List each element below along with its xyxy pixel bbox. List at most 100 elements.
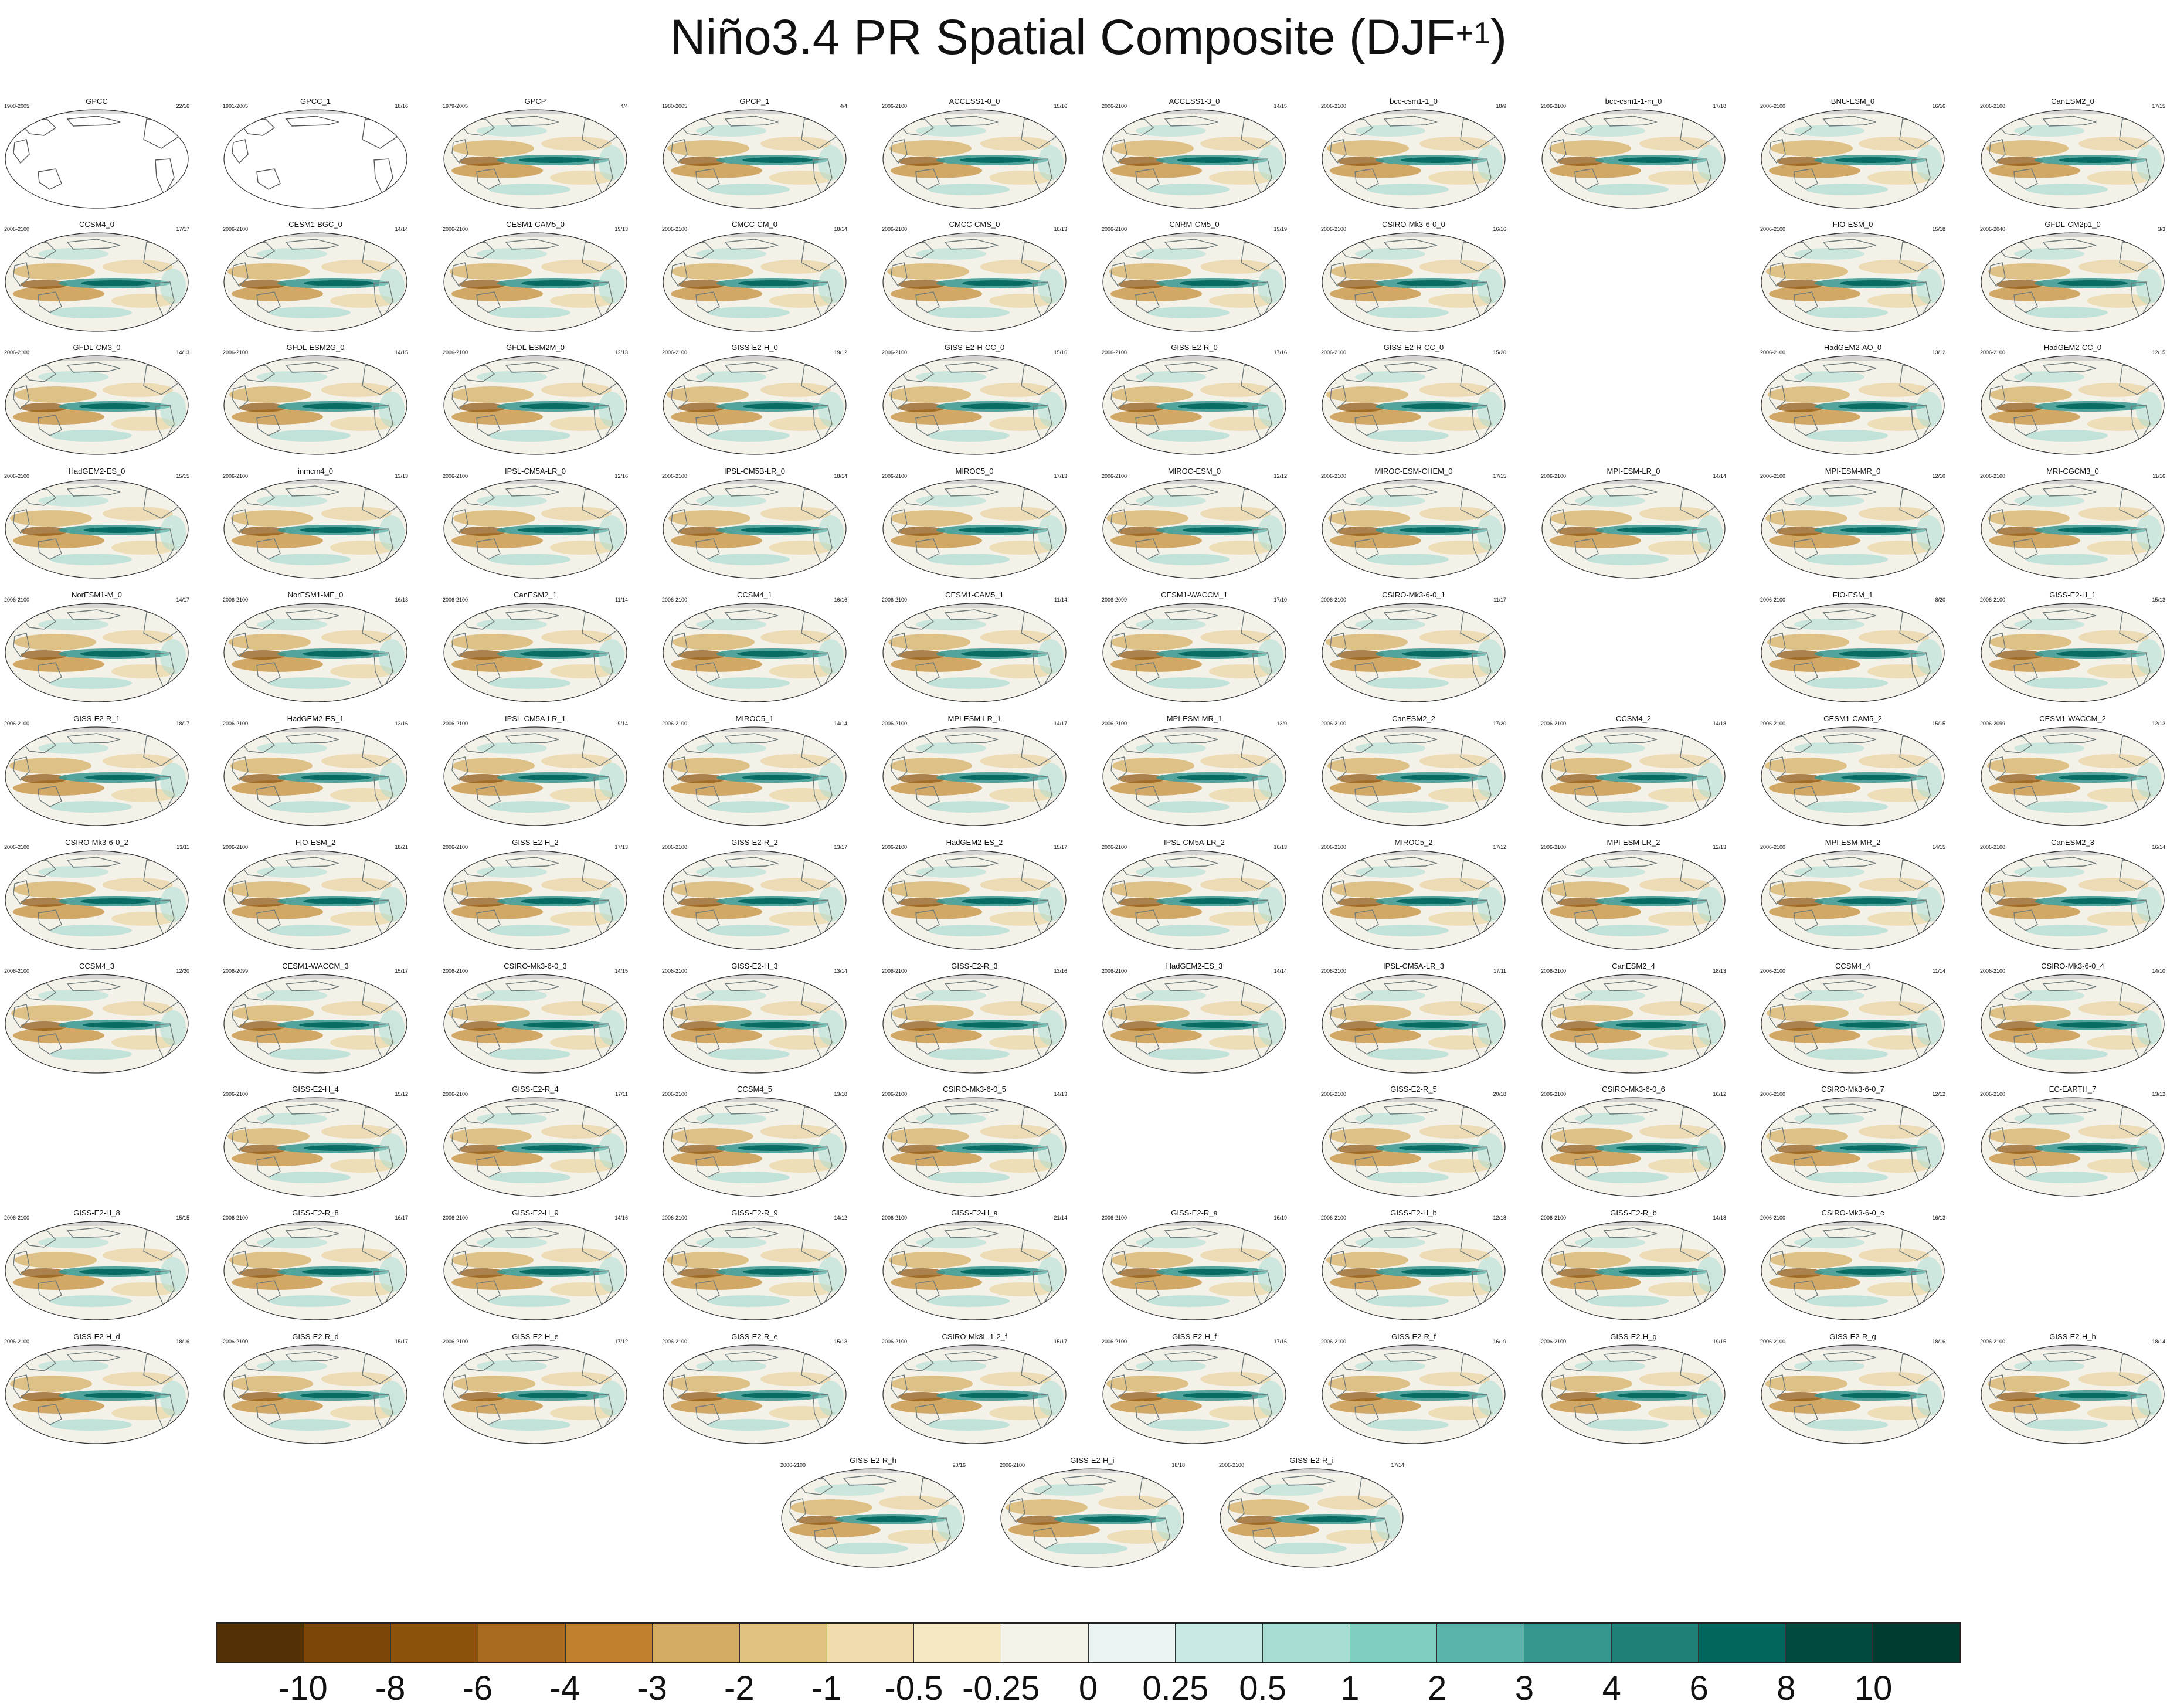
robinson-map bbox=[1981, 974, 2165, 1074]
colorbar-tick-label: -1 bbox=[811, 1669, 842, 1707]
panel-model-name: CNRM-CM5_0 bbox=[1169, 220, 1220, 229]
panel-event-count: 20/18 bbox=[1493, 1091, 1506, 1097]
robinson-map bbox=[223, 1221, 407, 1320]
title-close: ) bbox=[1490, 9, 1507, 64]
colorbar-segment bbox=[1176, 1624, 1263, 1662]
panel-event-count: 14/15 bbox=[1273, 103, 1287, 109]
map-panel: CESM1-WACCM_2 2006-2099 12/13 bbox=[1979, 714, 2166, 829]
robinson-map bbox=[223, 355, 407, 455]
panel-years: 2006-2100 bbox=[1541, 844, 1567, 850]
robinson-map bbox=[1541, 974, 1726, 1074]
map-panel: GISS-E2-H_h 2006-2100 18/14 bbox=[1979, 1332, 2166, 1447]
map-panel: GISS-E2-R_3 2006-2100 13/16 bbox=[881, 962, 1068, 1077]
robinson-map bbox=[1541, 479, 1726, 579]
robinson-map bbox=[1541, 850, 1726, 950]
colorbar-segment bbox=[565, 1624, 653, 1662]
panel-years: 2006-2100 bbox=[1980, 1091, 2006, 1097]
robinson-map bbox=[663, 726, 847, 826]
panel-event-count: 18/14 bbox=[834, 473, 847, 479]
map-panel: GISS-E2-R_2 2006-2100 13/17 bbox=[661, 838, 848, 953]
panel-model-name: CSIRO-Mk3-6-0_1 bbox=[1382, 590, 1445, 599]
panel-years: 2006-2100 bbox=[1541, 1091, 1567, 1097]
panel-years: 2006-2100 bbox=[1321, 597, 1347, 603]
panel-model-name: GISS-E2-H-CC_0 bbox=[944, 343, 1005, 352]
panel-event-count: 16/13 bbox=[395, 597, 408, 603]
colorbar-tick-label: 3 bbox=[1514, 1669, 1534, 1707]
robinson-map bbox=[1322, 603, 1506, 702]
panel-event-count: 15/13 bbox=[2152, 597, 2165, 603]
panel-years: 2006-2100 bbox=[223, 226, 249, 232]
map-panel: GISS-E2-R_4 2006-2100 17/11 bbox=[441, 1085, 629, 1200]
panel-model-name: GISS-E2-H_b bbox=[1390, 1208, 1437, 1217]
robinson-map bbox=[1761, 232, 1945, 332]
panel-event-count: 17/20 bbox=[1493, 721, 1506, 726]
panel-model-name: MRI-CGCM3_0 bbox=[2046, 467, 2099, 476]
panel-years: 2006-2100 bbox=[1980, 349, 2006, 355]
panel-years: 2006-2100 bbox=[662, 721, 688, 726]
panel-model-name: GISS-E2-R_0 bbox=[1171, 343, 1218, 352]
panel-years: 2006-2040 bbox=[1980, 226, 2006, 232]
panel-years: 2006-2100 bbox=[882, 1091, 908, 1097]
map-panel: CSIRO-Mk3-6-0_5 2006-2100 14/13 bbox=[881, 1085, 1068, 1200]
panel-years: 2006-2100 bbox=[1000, 1462, 1025, 1468]
robinson-map bbox=[1322, 109, 1506, 209]
map-panel: MPI-ESM-MR_0 2006-2100 12/10 bbox=[1759, 467, 1947, 582]
panel-event-count: 15/17 bbox=[395, 1339, 408, 1344]
robinson-map bbox=[882, 726, 1067, 826]
panel-years: 2006-2100 bbox=[223, 597, 249, 603]
panel-model-name: GPCP_1 bbox=[739, 97, 770, 106]
panel-event-count: 13/9 bbox=[1276, 721, 1287, 726]
robinson-map bbox=[1102, 603, 1286, 702]
map-panel: GISS-E2-R_f 2006-2100 16/19 bbox=[1320, 1332, 1507, 1447]
panel-years: 1979-2005 bbox=[443, 103, 468, 109]
panel-event-count: 13/13 bbox=[395, 473, 408, 479]
panel-event-count: 11/17 bbox=[1493, 597, 1506, 603]
robinson-map bbox=[223, 479, 407, 579]
robinson-map bbox=[5, 603, 189, 702]
panel-model-name: NorESM1-ME_0 bbox=[287, 590, 344, 599]
map-panel: CCSM4_3 2006-2100 12/20 bbox=[3, 962, 191, 1077]
panel-model-name: GISS-E2-R_a bbox=[1171, 1208, 1218, 1217]
map-panel: MIROC5_1 2006-2100 14/14 bbox=[661, 714, 848, 829]
robinson-map bbox=[1761, 1097, 1945, 1197]
panel-years: 2006-2100 bbox=[780, 1462, 806, 1468]
panel-event-count: 16/16 bbox=[834, 597, 847, 603]
robinson-map bbox=[1761, 1221, 1945, 1320]
map-panel: GFDL-ESM2M_0 2006-2100 12/13 bbox=[441, 343, 629, 458]
robinson-map bbox=[1981, 232, 2165, 332]
panel-years: 2006-2099 bbox=[223, 968, 249, 974]
panel-event-count: 15/15 bbox=[1932, 721, 1945, 726]
robinson-map bbox=[663, 974, 847, 1074]
panel-event-count: 17/15 bbox=[2152, 103, 2165, 109]
panel-model-name: GFDL-CM3_0 bbox=[73, 343, 121, 352]
panel-years: 2006-2100 bbox=[4, 473, 30, 479]
map-panel: CanESM2_1 2006-2100 11/14 bbox=[441, 590, 629, 705]
panel-years: 2006-2100 bbox=[4, 349, 30, 355]
map-panel: CanESM2_3 2006-2100 16/14 bbox=[1979, 838, 2166, 953]
panel-event-count: 14/14 bbox=[834, 721, 847, 726]
colorbar-tick-label: 4 bbox=[1602, 1669, 1621, 1707]
map-panel: GISS-E2-H_e 2006-2100 17/12 bbox=[441, 1332, 629, 1447]
panel-event-count: 12/10 bbox=[1932, 473, 1945, 479]
panel-event-count: 18/18 bbox=[1171, 1462, 1185, 1468]
panel-event-count: 9/14 bbox=[617, 721, 628, 726]
map-panel: GPCC 1900-2005 22/16 bbox=[3, 97, 191, 212]
colorbar-labels: -10 -8 -6 -4 -3 -2 -1 -0.5 -0.25 0 0.25 0.5 1 2 3 4 6 8 10 bbox=[0, 1670, 2177, 1707]
map-panel: MIROC5_2 2006-2100 17/12 bbox=[1320, 838, 1507, 953]
panel-model-name: CESM1-WACCM_2 bbox=[2039, 714, 2106, 723]
panel-event-count: 15/15 bbox=[176, 1215, 189, 1221]
panel-event-count: 17/11 bbox=[1493, 968, 1506, 974]
colorbar-segment bbox=[1088, 1624, 1176, 1662]
map-panel: GISS-E2-H-CC_0 2006-2100 15/16 bbox=[881, 343, 1068, 458]
panel-model-name: GISS-E2-H_d bbox=[73, 1332, 120, 1341]
robinson-map bbox=[1322, 1097, 1506, 1197]
robinson-map bbox=[1322, 232, 1506, 332]
panel-model-name: GISS-E2-H_h bbox=[2049, 1332, 2096, 1341]
map-panel: IPSL-CM5A-LR_3 2006-2100 17/11 bbox=[1320, 962, 1507, 1077]
map-panel: GISS-E2-H_b 2006-2100 12/18 bbox=[1320, 1208, 1507, 1323]
panel-event-count: 14/12 bbox=[834, 1215, 847, 1221]
robinson-map bbox=[443, 850, 627, 950]
colorbar-segment bbox=[1524, 1624, 1612, 1662]
panel-model-name: GISS-E2-R_3 bbox=[951, 962, 998, 970]
panel-event-count: 17/15 bbox=[1493, 473, 1506, 479]
